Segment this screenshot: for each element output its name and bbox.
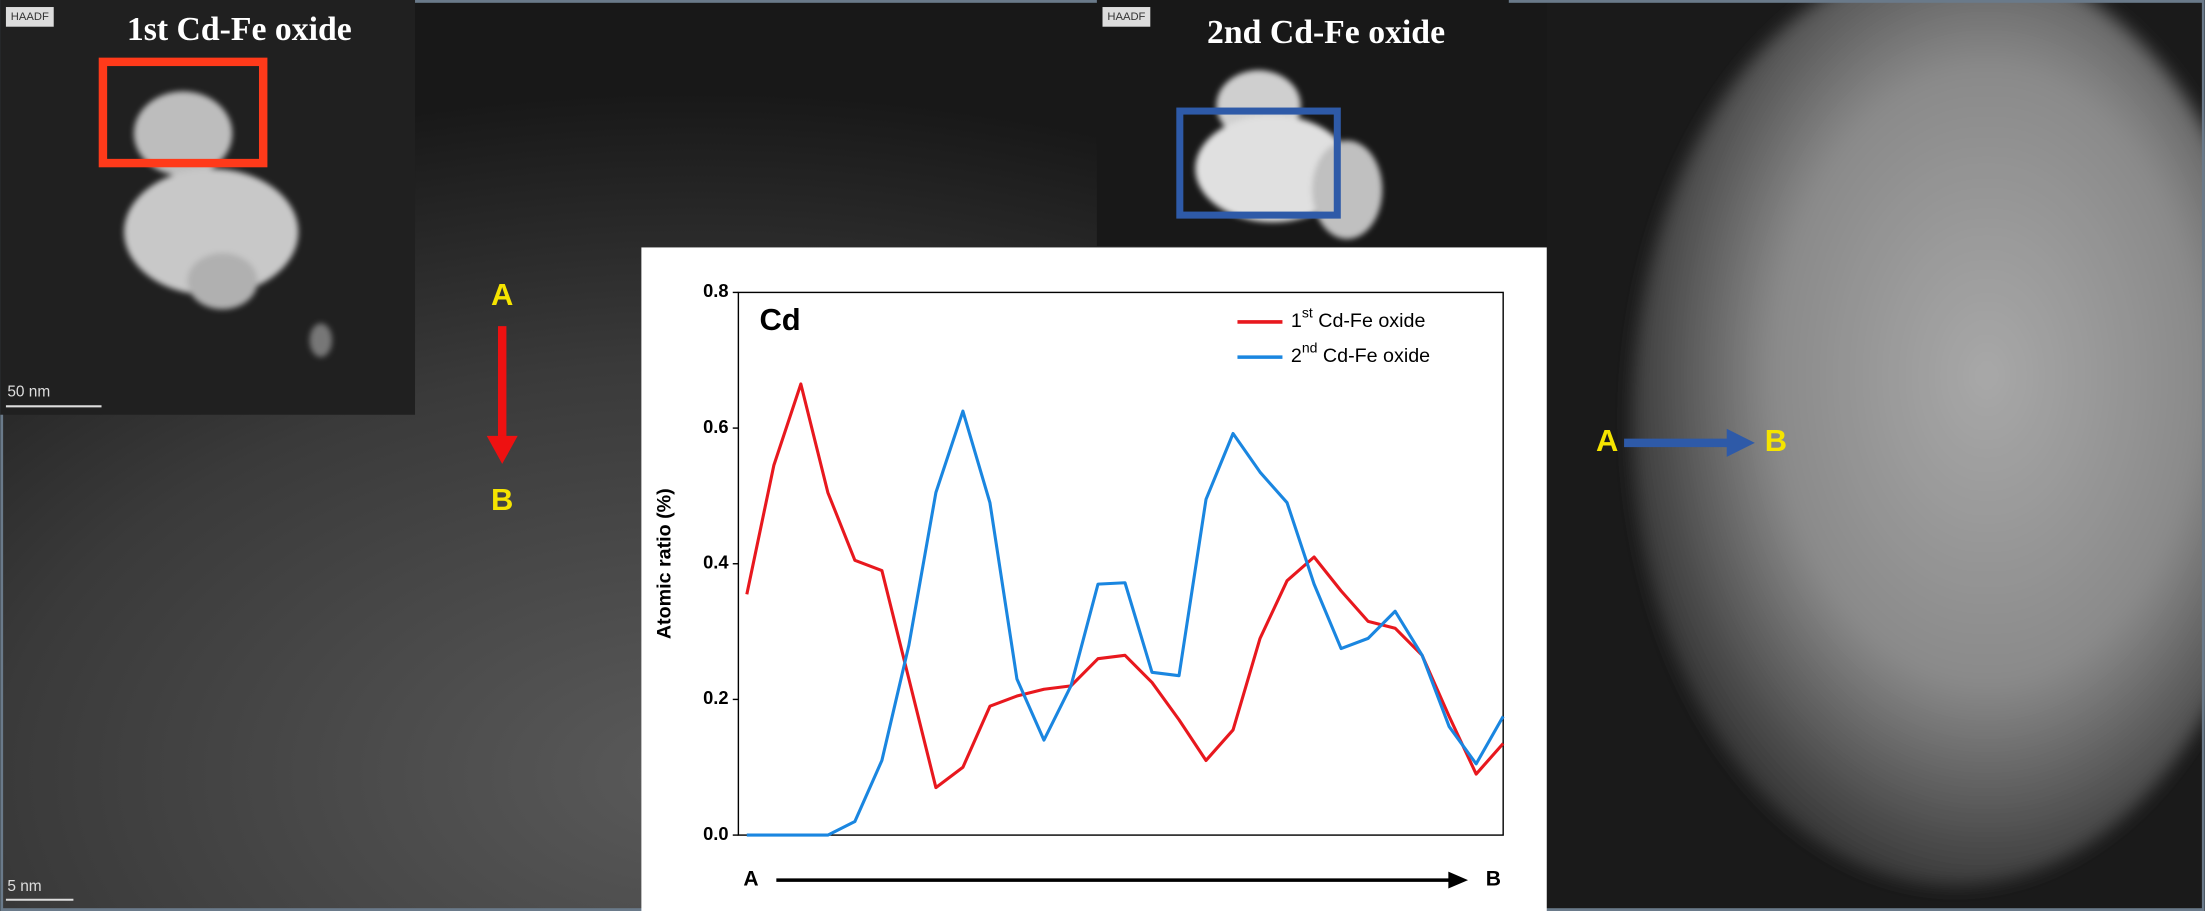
region-box	[1176, 107, 1341, 219]
y-tick-label: 0.0	[703, 823, 728, 844]
x-tick-label: A	[743, 868, 758, 891]
y-tick-label: 0.4	[703, 552, 729, 573]
arrow-start-label: A	[1596, 423, 1618, 458]
region-box	[98, 57, 268, 168]
panel-title: 2nd Cd-Fe oxide	[1207, 14, 1445, 51]
y-tick-label: 0.2	[703, 687, 728, 708]
detector-badge	[5, 7, 54, 27]
chart-title: Cd	[759, 302, 800, 337]
chart-background	[641, 247, 1547, 911]
series-line	[746, 409, 1505, 837]
inset-1-particle	[124, 91, 333, 358]
y-tick-label: 0.6	[703, 416, 728, 437]
inset-2-particle	[1195, 70, 1383, 239]
scale-label: 5 nm	[7, 878, 41, 895]
arrow-head	[1726, 428, 1755, 457]
y-axis-label: Atomic ratio (%)	[653, 488, 675, 639]
detector-label: HAADF	[1107, 11, 1145, 23]
scale-label: 50 nm	[7, 383, 50, 400]
arrow-end-label: B	[1765, 423, 1787, 458]
x-tick-label: B	[1486, 868, 1501, 891]
series-line	[745, 382, 1505, 790]
legend-label: 1st Cd-Fe oxide	[1291, 304, 1426, 332]
arrow-start-label: A	[491, 277, 513, 312]
detector-badge	[1102, 7, 1151, 27]
arrow-head	[486, 435, 518, 464]
particle	[1631, 0, 2205, 886]
legend-label: 2nd Cd-Fe oxide	[1291, 339, 1430, 367]
x-axis-arrow-head	[1448, 871, 1469, 889]
y-tick-label: 0.8	[703, 280, 728, 301]
detector-label: HAADF	[11, 11, 49, 23]
panel-title: 1st Cd-Fe oxide	[127, 11, 352, 48]
arrow-end-label: B	[491, 482, 513, 517]
